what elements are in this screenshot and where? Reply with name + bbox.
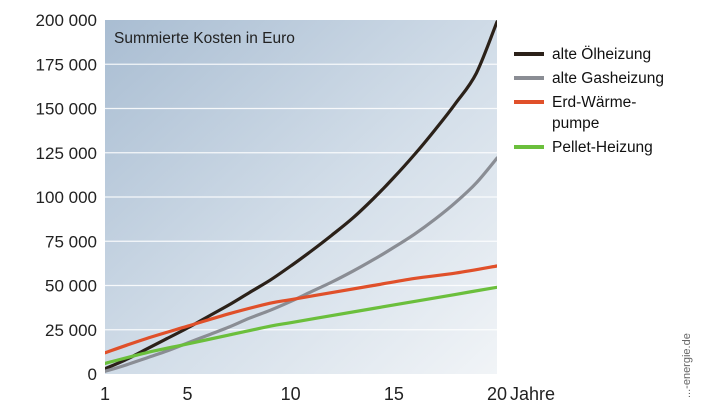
- y-axis-ticks: 0 25 000 50 000 75 000 100 000 125 000 150 000…: [36, 11, 97, 384]
- source-text: ...-energie.de: [681, 333, 693, 398]
- x-tick-label: 15: [384, 384, 404, 404]
- x-tick-label: 10: [281, 384, 301, 404]
- y-tick-label: 125 000: [36, 144, 97, 163]
- series-line-3: [105, 285, 497, 365]
- y-tick-label: 200 000: [36, 11, 97, 30]
- legend-label: Pellet-Heizung: [552, 139, 653, 156]
- legend-label: pumpe: [552, 115, 599, 132]
- legend: alte Ölheizung alte Gasheizung Erd-Wärme-p…: [514, 45, 664, 156]
- y-tick-label: 25 000: [45, 321, 97, 340]
- y-tick-label: 75 000: [45, 232, 97, 251]
- series-lines: [105, 20, 497, 373]
- legend-label: alte Gasheizung: [552, 70, 664, 87]
- y-tick-label: 175 000: [36, 55, 97, 74]
- series-line-2: [105, 264, 497, 355]
- y-tick-label: 0: [88, 365, 97, 384]
- x-axis-label: Jahre: [510, 384, 555, 404]
- legend-label: Erd-Wärme-: [552, 94, 636, 111]
- x-tick-label: 1: [100, 384, 110, 404]
- y-tick-label: 100 000: [36, 188, 97, 207]
- series-line-0: [105, 20, 497, 371]
- legend-label: alte Ölheizung: [552, 45, 651, 63]
- x-tick-label: 5: [183, 384, 193, 404]
- y-tick-label: 150 000: [36, 100, 97, 119]
- chart-title: Summierte Kosten in Euro: [114, 30, 295, 47]
- x-axis-ticks: 1 5 10 15 20: [100, 384, 507, 404]
- y-tick-label: 50 000: [45, 277, 97, 296]
- x-tick-label: 20: [487, 384, 507, 404]
